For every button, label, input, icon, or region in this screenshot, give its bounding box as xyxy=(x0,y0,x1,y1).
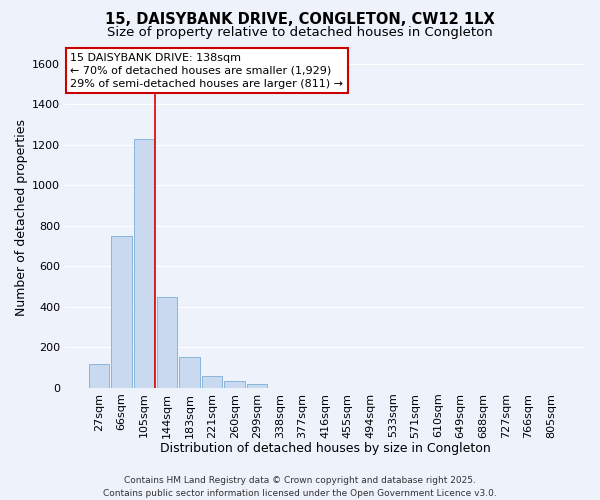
X-axis label: Distribution of detached houses by size in Congleton: Distribution of detached houses by size … xyxy=(160,442,490,455)
Text: 15, DAISYBANK DRIVE, CONGLETON, CW12 1LX: 15, DAISYBANK DRIVE, CONGLETON, CW12 1LX xyxy=(105,12,495,28)
Bar xyxy=(89,364,109,388)
Text: Contains HM Land Registry data © Crown copyright and database right 2025.
Contai: Contains HM Land Registry data © Crown c… xyxy=(103,476,497,498)
Text: Size of property relative to detached houses in Congleton: Size of property relative to detached ho… xyxy=(107,26,493,39)
Y-axis label: Number of detached properties: Number of detached properties xyxy=(15,119,28,316)
Bar xyxy=(202,376,222,388)
Bar xyxy=(179,358,200,388)
Bar xyxy=(247,384,268,388)
Bar xyxy=(157,296,177,388)
Bar xyxy=(112,236,132,388)
Bar xyxy=(224,381,245,388)
Bar xyxy=(134,138,154,388)
Text: 15 DAISYBANK DRIVE: 138sqm
← 70% of detached houses are smaller (1,929)
29% of s: 15 DAISYBANK DRIVE: 138sqm ← 70% of deta… xyxy=(70,52,343,89)
